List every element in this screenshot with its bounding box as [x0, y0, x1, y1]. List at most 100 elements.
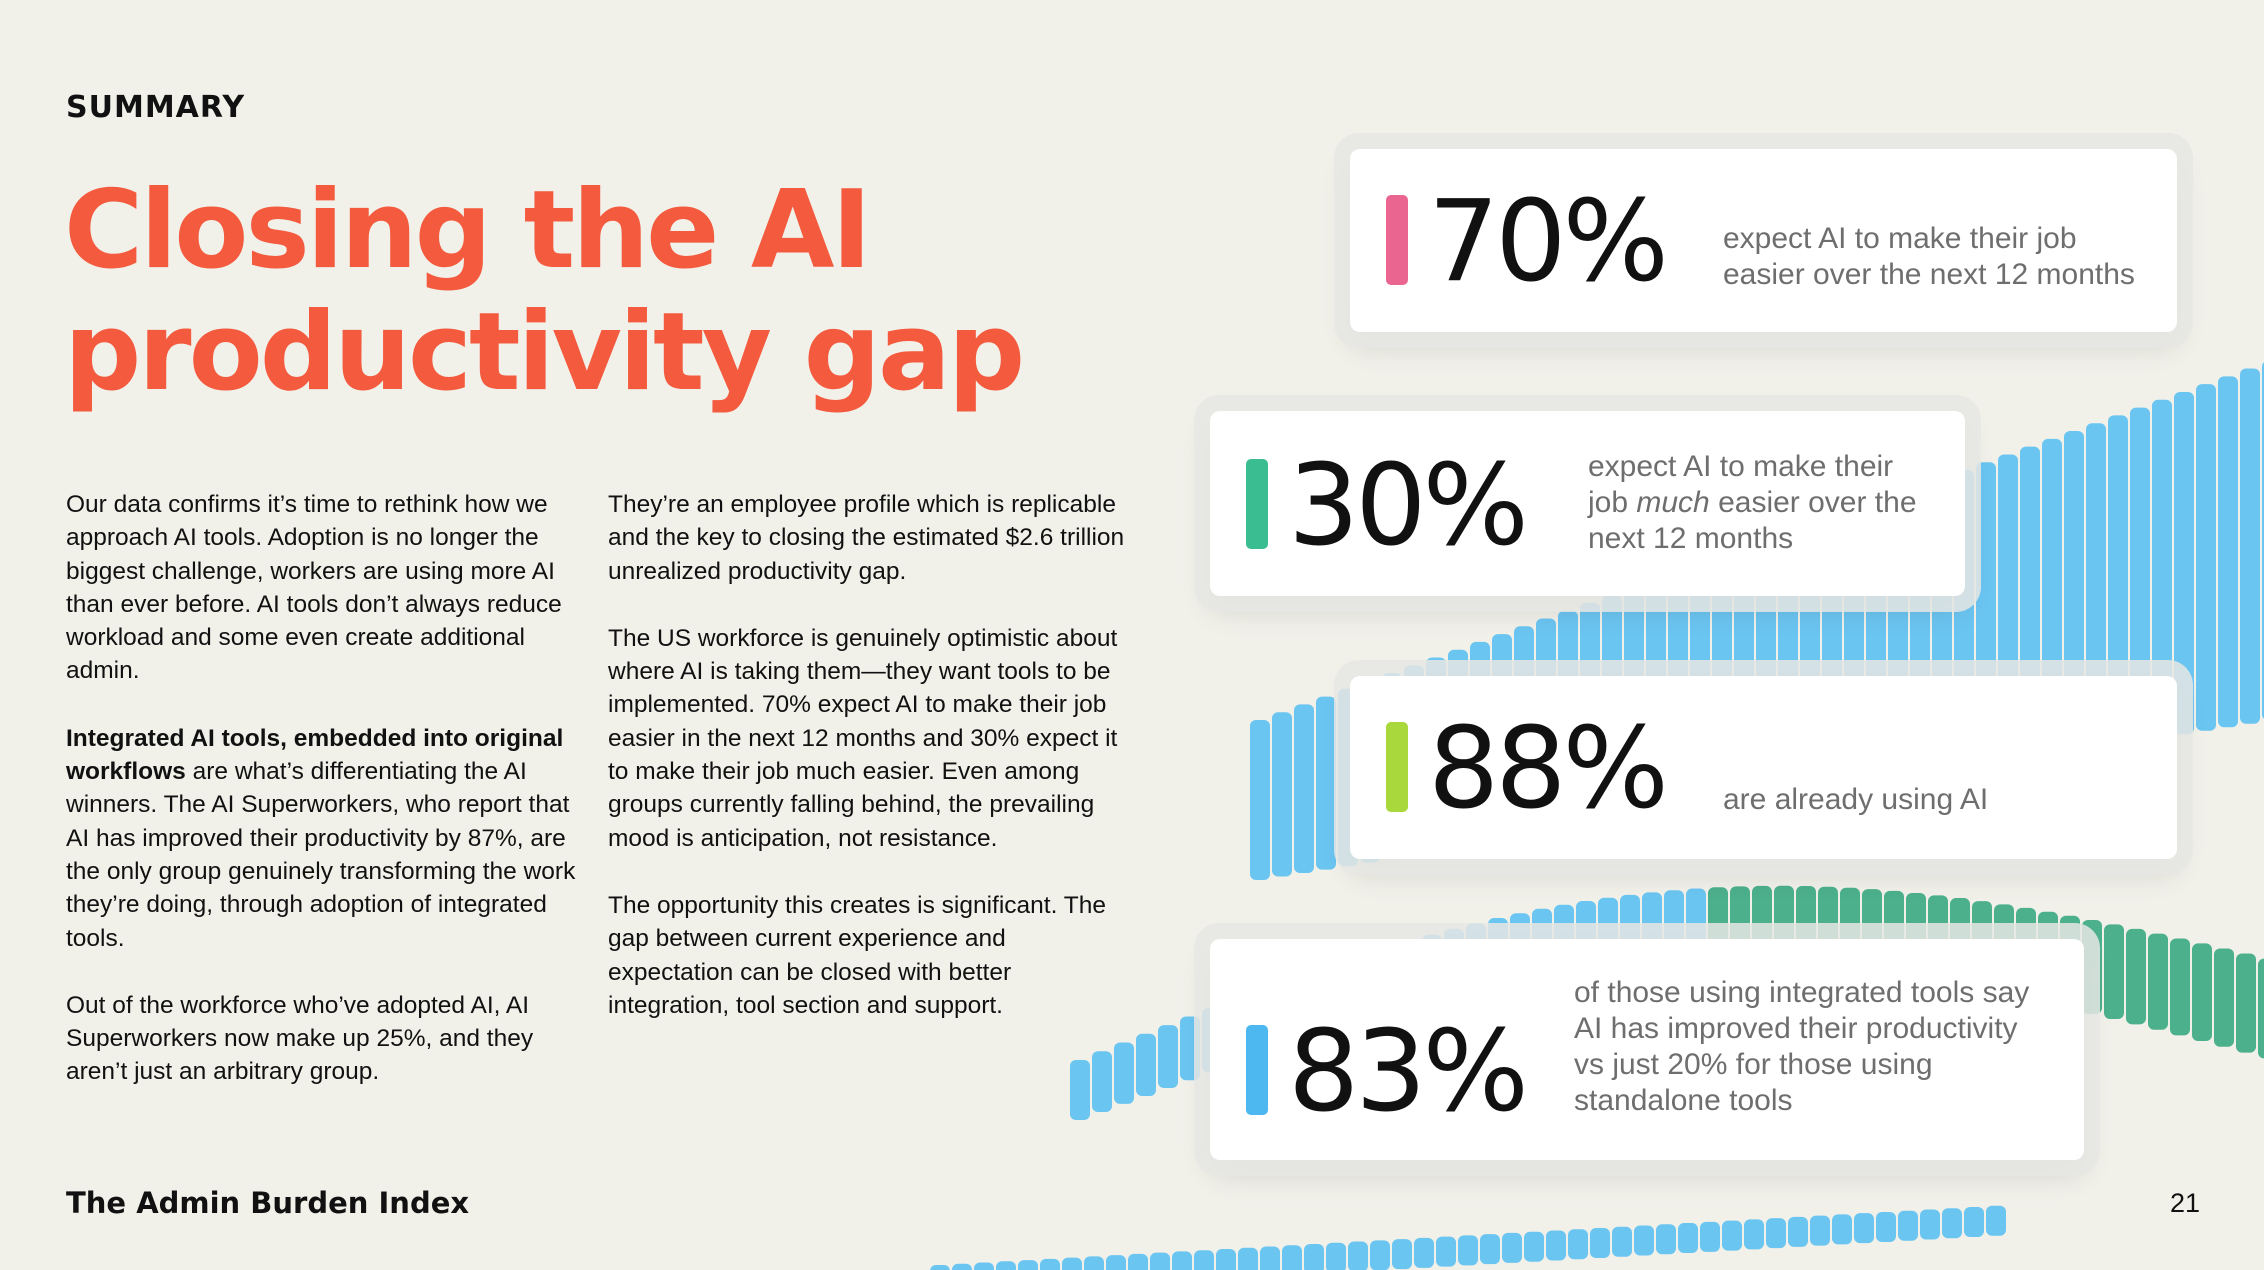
deco-column	[1568, 1229, 1588, 1260]
deco-column	[1744, 1219, 1764, 1250]
text: easier over the next 12 months	[1588, 486, 1917, 555]
bold-text: Integrated AI tools, embedded into origi…	[66, 724, 564, 786]
deco-column	[1436, 1236, 1456, 1267]
text: Our data confirms it’s time to rethink h…	[66, 491, 562, 685]
stat-value: 70%	[1428, 177, 1669, 307]
text: Out of the workforce who’ve adopted AI, …	[66, 991, 534, 1086]
deco-column	[2108, 415, 2128, 745]
stat-card: 88% are already using AI	[1350, 676, 2177, 859]
stat-value: 83%	[1288, 1007, 1529, 1137]
deco-column	[1070, 1060, 1090, 1120]
stat-value: 30%	[1288, 441, 1529, 571]
deco-column	[2174, 391, 2194, 735]
deco-column	[2240, 368, 2260, 724]
deco-column	[2086, 423, 2106, 749]
deco-column	[1502, 1232, 1522, 1263]
deco-column	[1084, 1256, 1104, 1270]
deco-column	[1964, 1207, 1984, 1238]
text: expect AI to make their job easier over …	[1723, 222, 2135, 291]
deco-column	[1114, 1042, 1134, 1104]
deco-column	[1092, 1051, 1112, 1112]
deco-column	[1788, 1216, 1808, 1247]
deco-column	[1348, 1241, 1368, 1270]
stat-card: 70% expect AI to make their job easier o…	[1350, 149, 2177, 332]
deco-column	[1062, 1257, 1082, 1270]
stat-description: expect AI to make their job easier over …	[1723, 221, 2163, 293]
text: are what’s differentiating the AI winner…	[66, 758, 576, 952]
title-line: Closing the AI	[64, 168, 872, 293]
deco-column	[1854, 1213, 1874, 1244]
deco-column	[2064, 431, 2084, 752]
column: They’re an employee profile which is rep…	[608, 488, 1133, 1056]
deco-column	[1260, 1246, 1280, 1270]
deco-column	[1546, 1230, 1566, 1261]
deco-column	[2148, 933, 2168, 1030]
deco-column	[996, 1261, 1016, 1270]
deco-column	[1158, 1025, 1178, 1089]
text: of those using integrated tools say AI h…	[1574, 976, 2030, 1117]
deco-column	[1294, 704, 1314, 874]
title: Closing the AI productivity gap	[64, 168, 1025, 415]
deco-column	[1392, 1239, 1412, 1270]
paragraph: The US workforce is genuinely optimistic…	[608, 622, 1133, 855]
deco-column	[1238, 1247, 1258, 1270]
deco-column	[2192, 943, 2212, 1042]
accent-bar	[1386, 195, 1408, 285]
accent-bar	[1386, 722, 1408, 812]
deco-column	[1920, 1209, 1940, 1240]
deco-column	[1040, 1258, 1060, 1270]
stat-description: of those using integrated tools say AI h…	[1574, 975, 2054, 1119]
deco-column	[1018, 1260, 1038, 1270]
deco-column	[1414, 1237, 1434, 1268]
deco-column	[1304, 1244, 1324, 1270]
deco-column	[1172, 1251, 1192, 1270]
deco-column	[1942, 1208, 1962, 1239]
deco-column	[1216, 1248, 1236, 1270]
deco-column	[1766, 1218, 1786, 1249]
deco-column	[1898, 1210, 1918, 1241]
accent-bar	[1246, 1025, 1268, 1115]
deco-column	[2130, 407, 2150, 742]
deco-column	[2126, 928, 2146, 1025]
deco-column	[1316, 696, 1336, 870]
deco-column	[2170, 938, 2190, 1036]
section-label: SUMMARY	[66, 90, 246, 125]
stat-card: 30% expect AI to make their job much eas…	[1210, 411, 1965, 596]
deco-column	[2104, 924, 2124, 1020]
deco-column	[1634, 1225, 1654, 1256]
paragraph: Integrated AI tools, embedded into origi…	[66, 722, 591, 955]
deco-column	[1282, 1245, 1302, 1270]
footer-title: The Admin Burden Index	[66, 1186, 470, 1220]
deco-column	[1128, 1253, 1148, 1270]
deco-column	[1810, 1215, 1830, 1246]
deco-column	[1876, 1211, 1896, 1242]
deco-column	[1700, 1221, 1720, 1252]
deco-column	[1458, 1235, 1478, 1266]
deco-column	[930, 1265, 950, 1270]
deco-column	[2236, 953, 2256, 1053]
stat-description: expect AI to make their job much easier …	[1588, 449, 1938, 557]
deco-column	[1370, 1240, 1390, 1270]
deco-column	[1524, 1231, 1544, 1262]
stat-value: 88%	[1428, 704, 1669, 834]
deco-column	[1180, 1016, 1200, 1081]
deco-column	[1986, 1205, 2006, 1236]
deco-column	[1326, 1242, 1346, 1270]
deco-column	[2042, 438, 2062, 756]
paragraph: Out of the workforce who’ve adopted AI, …	[66, 989, 591, 1089]
paragraph: The opportunity this creates is signific…	[608, 889, 1133, 1022]
deco-column	[1136, 1033, 1156, 1096]
deco-column	[1194, 1250, 1214, 1270]
paragraph: Our data confirms it’s time to rethink h…	[66, 488, 591, 688]
text: The US workforce is genuinely optimistic…	[608, 624, 1118, 852]
accent-bar	[1246, 459, 1268, 549]
deco-column	[952, 1263, 972, 1270]
stat-description: are already using AI	[1723, 782, 2163, 818]
deco-column	[1150, 1252, 1170, 1270]
title-line: productivity gap	[64, 290, 1025, 415]
deco-column	[1612, 1226, 1632, 1257]
deco-column	[2218, 376, 2238, 728]
deco-column	[974, 1262, 994, 1270]
page-number: 21	[2170, 1188, 2201, 1218]
